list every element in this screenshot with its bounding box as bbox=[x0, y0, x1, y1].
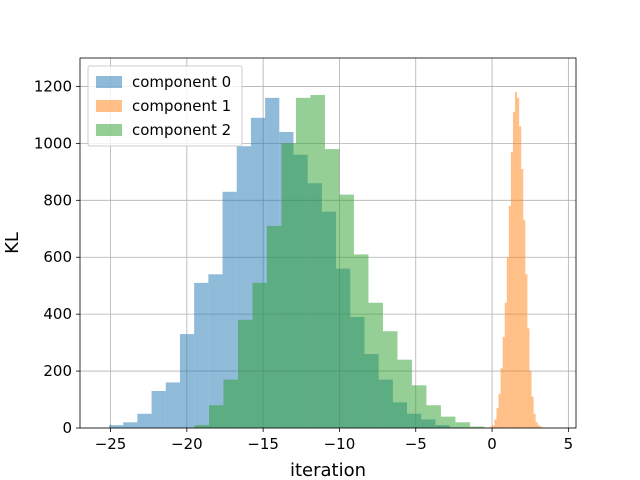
histogram-bar bbox=[382, 331, 398, 428]
histogram-bar bbox=[440, 416, 456, 428]
histogram-bar bbox=[165, 382, 180, 428]
histogram-bar bbox=[353, 254, 369, 428]
series-1-bars bbox=[488, 92, 544, 429]
histogram-bar bbox=[208, 405, 224, 428]
histogram-bar bbox=[411, 385, 427, 428]
histogram-bar bbox=[531, 396, 534, 428]
histogram-bar bbox=[223, 379, 238, 428]
histogram-bar bbox=[515, 92, 518, 429]
x-tick-label: −10 bbox=[324, 435, 356, 453]
x-tick-label: 0 bbox=[487, 435, 497, 453]
histogram-bars bbox=[108, 92, 544, 429]
legend-swatch bbox=[96, 124, 122, 136]
histogram-bar bbox=[368, 302, 383, 428]
legend-box bbox=[87, 65, 243, 147]
x-axis-ticks: −25 −20 −15 −10 −5 0 5 bbox=[95, 428, 573, 453]
histogram-bar bbox=[533, 413, 536, 428]
legend-label: component 1 bbox=[132, 97, 231, 115]
histogram-bar bbox=[512, 112, 516, 429]
y-axis-label: KL bbox=[2, 232, 23, 254]
x-tick-label: −15 bbox=[247, 435, 279, 453]
histogram-bar bbox=[295, 97, 311, 428]
histogram-bar bbox=[496, 408, 499, 428]
legend-label: component 0 bbox=[132, 73, 231, 91]
histogram-bar bbox=[523, 220, 526, 428]
histogram-bar bbox=[508, 206, 511, 428]
histogram-bar bbox=[525, 274, 528, 428]
x-axis-label: iteration bbox=[290, 460, 366, 480]
x-tick-label: 5 bbox=[564, 435, 574, 453]
histogram-bar bbox=[490, 426, 493, 428]
x-tick-label: −20 bbox=[171, 435, 203, 453]
y-tick-label: 0 bbox=[62, 419, 72, 437]
histogram-bar bbox=[324, 149, 340, 429]
histogram-bar bbox=[237, 319, 253, 428]
histogram-bar bbox=[519, 126, 522, 429]
histogram-bar bbox=[222, 191, 237, 428]
histogram-bar bbox=[510, 151, 513, 428]
histogram-bar bbox=[252, 282, 267, 428]
histogram-bar bbox=[469, 426, 485, 428]
y-tick-label: 800 bbox=[43, 191, 72, 209]
y-tick-label: 400 bbox=[43, 305, 72, 323]
histogram-bar bbox=[502, 336, 505, 428]
histogram-bar bbox=[498, 393, 501, 428]
histogram-bar bbox=[494, 419, 497, 428]
histogram-bar bbox=[529, 371, 532, 428]
histogram-bar bbox=[266, 225, 282, 428]
x-tick-label: −5 bbox=[405, 435, 427, 453]
histogram-bar bbox=[397, 359, 412, 428]
y-tick-label: 1000 bbox=[34, 134, 72, 152]
legend-swatch bbox=[96, 100, 122, 112]
histogram-bar bbox=[492, 425, 495, 428]
histogram-bar bbox=[500, 368, 503, 428]
histogram-bar bbox=[194, 282, 209, 428]
histogram-bar bbox=[137, 413, 152, 428]
histogram-bar bbox=[108, 425, 124, 428]
series-2-bars bbox=[194, 95, 485, 429]
histogram-bar bbox=[521, 169, 524, 428]
histogram-bar bbox=[537, 425, 540, 428]
legend-label: component 2 bbox=[132, 121, 231, 139]
plot-frame bbox=[79, 57, 577, 429]
histogram-bar bbox=[517, 97, 520, 428]
y-axis-ticks: 0 200 400 600 800 1000 1200 bbox=[34, 77, 80, 437]
histogram-bar bbox=[194, 425, 209, 428]
legend: component 0 component 1 component 2 bbox=[87, 65, 243, 147]
histogram-bar bbox=[281, 143, 296, 428]
y-tick-label: 200 bbox=[43, 362, 72, 380]
x-tick-label: −25 bbox=[95, 435, 127, 453]
histogram-bar bbox=[339, 194, 354, 428]
histogram-bar bbox=[535, 422, 538, 428]
histogram-bar bbox=[208, 274, 223, 428]
histogram-bar bbox=[455, 422, 470, 428]
histogram-bar bbox=[527, 328, 530, 428]
histogram-bar bbox=[123, 422, 138, 428]
histogram-bar bbox=[179, 334, 195, 428]
histogram-bar bbox=[506, 257, 509, 428]
y-tick-label: 600 bbox=[43, 248, 72, 266]
legend-swatch bbox=[96, 76, 122, 88]
histogram-bar bbox=[426, 405, 441, 428]
y-tick-label: 1200 bbox=[34, 77, 72, 95]
histogram-bar bbox=[504, 302, 507, 428]
histogram-bar bbox=[539, 426, 542, 428]
histogram-bar bbox=[310, 95, 325, 428]
histogram-bar bbox=[151, 391, 166, 428]
